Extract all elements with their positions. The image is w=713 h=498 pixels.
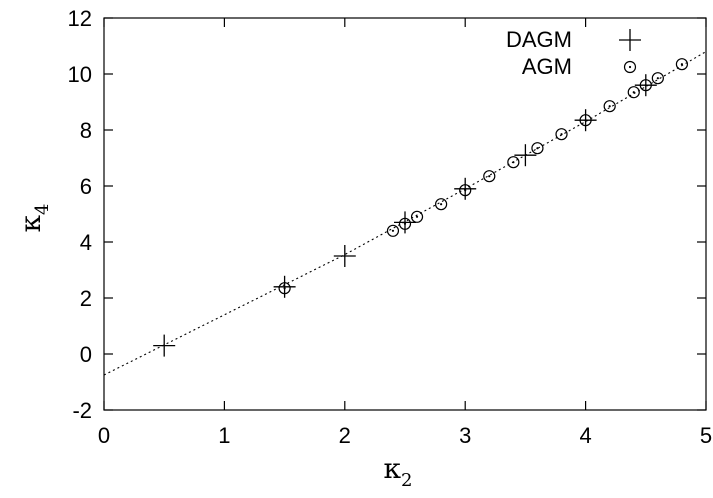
point-agm xyxy=(532,143,543,154)
y-axis-label-main: κ xyxy=(14,214,47,232)
x-tick-label: 4 xyxy=(579,423,591,448)
point-agm xyxy=(484,171,495,182)
x-tick-label: 0 xyxy=(98,423,110,448)
y-tick-label: 4 xyxy=(80,230,92,255)
x-axis-label-sub: 2 xyxy=(401,470,412,491)
point-agm xyxy=(387,225,398,236)
legend-marker-circle xyxy=(625,62,636,73)
y-tick-label: 10 xyxy=(68,62,92,87)
legend-marker-plus xyxy=(619,29,641,51)
point-agm xyxy=(604,101,615,112)
point-dagm xyxy=(153,335,175,357)
x-tick-label: 5 xyxy=(700,423,712,448)
x-axis-label-main: κ xyxy=(384,452,402,485)
y-tick-label: 2 xyxy=(80,286,92,311)
point-agm xyxy=(652,73,663,84)
point-agm xyxy=(436,199,447,210)
legend-label-agm: AGM xyxy=(522,54,572,79)
point-agm xyxy=(676,59,687,70)
point-agm xyxy=(508,157,519,168)
point-agm xyxy=(628,87,639,98)
y-tick-label: -2 xyxy=(72,398,92,423)
legend-marker-dagm xyxy=(619,29,641,51)
legend: DAGM AGM xyxy=(506,27,641,79)
point-dagm xyxy=(334,245,356,267)
y-tick-label: 6 xyxy=(80,174,92,199)
x-tick-label: 3 xyxy=(459,423,471,448)
point-dagm xyxy=(454,178,476,200)
x-tick-label: 2 xyxy=(339,423,351,448)
point-agm xyxy=(412,211,423,222)
point-agm xyxy=(556,129,567,140)
point-dagm xyxy=(394,211,416,233)
legend-marker-agm xyxy=(625,62,636,73)
series-layer xyxy=(104,52,706,375)
y-tick-label: 0 xyxy=(80,342,92,367)
legend-label-dagm: DAGM xyxy=(506,27,572,52)
x-tick-label: 1 xyxy=(218,423,230,448)
y-axis-label-sub: 4 xyxy=(32,204,53,215)
y-tick-label: 8 xyxy=(80,118,92,143)
point-dagm xyxy=(514,144,536,166)
y-axis-label: κ4 xyxy=(14,204,53,233)
x-axis-label: κ2 xyxy=(384,452,413,491)
y-tick-label: 12 xyxy=(68,6,92,31)
point-dagm xyxy=(274,276,296,298)
